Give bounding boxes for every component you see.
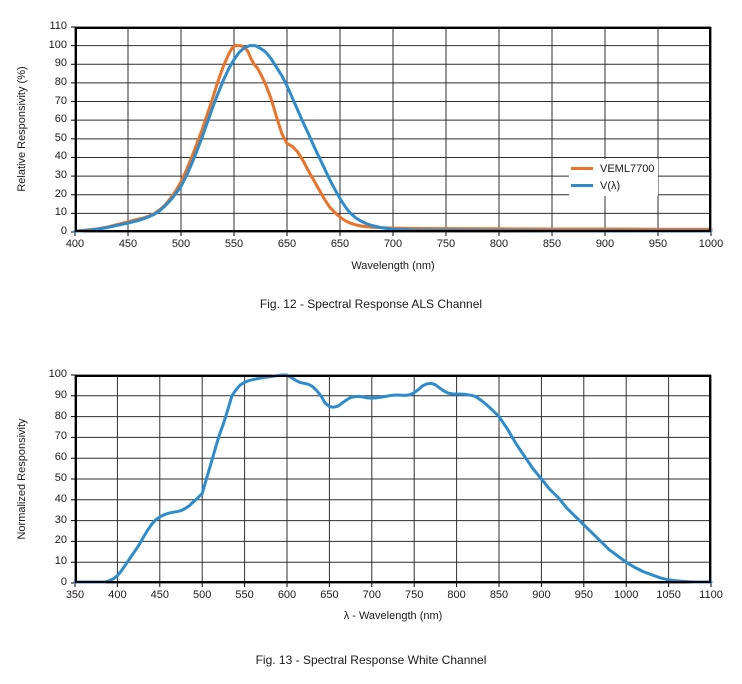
y-tick-label: 80	[54, 409, 67, 422]
legend-line-swatch-icon	[571, 167, 593, 170]
y-tick-label: 40	[54, 150, 67, 163]
x-tick-label: 700	[362, 589, 381, 601]
x-tick-label: 400	[108, 589, 127, 601]
x-tick-label: 450	[118, 238, 138, 250]
y-tick-label: 60	[54, 451, 67, 464]
y-tick-label: 30	[54, 513, 67, 526]
y-tick-label: 100	[48, 38, 67, 51]
y-tick-label: 30	[54, 169, 67, 182]
x-tick-label: 350	[65, 589, 85, 601]
x-tick-label: 900	[532, 589, 551, 601]
y-tick-label: 70	[54, 430, 67, 443]
y-tick-label: 50	[54, 472, 67, 484]
fig12-spectral-response-als: Relative Responsivity (%) VEML7700 V(λ) 4…	[0, 0, 742, 330]
x-tick-label: 650	[330, 238, 350, 250]
x-tick-label: 750	[405, 589, 424, 601]
x-tick-label: 400	[65, 238, 85, 250]
series-curve-white-channel	[73, 373, 713, 584]
x-tick-label: 850	[542, 238, 562, 250]
series-curve-v-	[73, 44, 713, 233]
y-tick-label: 10	[54, 206, 67, 219]
y-tick-label: 40	[54, 492, 67, 505]
fig12-x-axis-title: Wavelength (nm)	[351, 260, 435, 272]
fig13-x-axis-title: λ - Wavelength (nm)	[343, 610, 443, 622]
x-tick-label: 550	[235, 589, 254, 601]
y-tick-label: 70	[54, 94, 67, 107]
x-tick-label: 950	[648, 238, 668, 250]
x-tick-label: 500	[171, 238, 191, 250]
fig13-spectral-response-white: Normalized Responsivity 350 400 450 500 550 6…	[0, 348, 742, 684]
x-tick-label: 800	[447, 589, 466, 601]
fig12-plot-area: VEML7700 V(λ) 400 450 500 550 650 650 700 750 800…	[49, 20, 724, 250]
x-tick-label: 600	[277, 589, 297, 601]
x-tick-label: 950	[574, 589, 593, 601]
y-tick-label: 20	[54, 534, 67, 547]
x-tick-label: 650	[320, 589, 339, 601]
x-tick-label: 500	[193, 589, 212, 601]
fig12-legend: VEML7700 V(λ)	[569, 159, 659, 196]
x-tick-label: 700	[383, 238, 403, 250]
fig13-plot-area: 350 400 450 500 550 600 650 700 750 800 850 900 950 1…	[49, 368, 723, 601]
fig13-plot-svg	[71, 373, 713, 587]
y-tick-label: 80	[54, 75, 67, 88]
fig13-caption: Fig. 13 - Spectral Response White Channe…	[255, 653, 487, 667]
x-tick-label: 850	[489, 589, 509, 601]
y-tick-label: 10	[54, 555, 67, 568]
legend-line-swatch-icon	[571, 184, 593, 187]
y-tick-label: 60	[54, 113, 67, 126]
y-tick-label: 0	[60, 225, 67, 237]
x-tick-label: 1050	[656, 589, 681, 601]
legend-label: V(λ)	[600, 179, 621, 192]
legend-entry: VEML7700	[571, 160, 654, 177]
x-tick-label: 550	[224, 238, 244, 250]
x-tick-label: 750	[436, 238, 456, 250]
x-tick-label: 1000	[698, 238, 724, 250]
legend-entry: V(λ)	[571, 177, 654, 194]
y-tick-label: 0	[60, 576, 67, 588]
y-tick-label: 90	[54, 388, 67, 401]
y-tick-label: 50	[54, 131, 67, 144]
y-tick-label: 20	[54, 187, 67, 200]
y-tick-label: 110	[49, 20, 67, 32]
y-tick-label: 100	[48, 368, 67, 380]
x-tick-label: 1100	[699, 589, 723, 601]
x-tick-label: 650	[277, 238, 297, 250]
fig12-caption: Fig. 12 - Spectral Response ALS Channel	[259, 297, 483, 311]
y-tick-label: 90	[54, 57, 67, 70]
fig12-plot-svg	[71, 26, 713, 236]
plot-border	[75, 375, 711, 583]
legend-label: VEML7700	[600, 162, 655, 175]
x-tick-label: 450	[150, 589, 169, 601]
x-tick-label: 1000	[613, 589, 639, 601]
x-tick-label: 900	[595, 238, 615, 250]
x-tick-label: 800	[489, 238, 509, 250]
plot-border	[75, 27, 711, 232]
